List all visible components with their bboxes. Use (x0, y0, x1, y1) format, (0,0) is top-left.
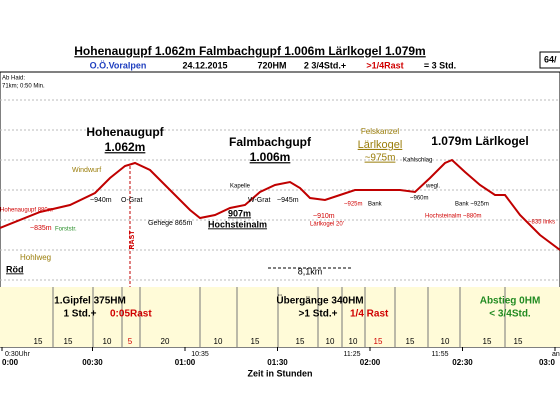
time-dividers (52, 287, 506, 347)
peak-name: 1.079m Lärlkogel (431, 134, 528, 148)
x-tick-label: 02:30 (452, 358, 473, 367)
place: wegl. (425, 184, 440, 190)
title: Hohenaugupf 1.062m Falmbachgupf 1.006m L… (74, 44, 425, 58)
peak-name: Felskanzel (361, 127, 399, 136)
clock: 11:55 (432, 351, 449, 358)
segment-minutes: 10 (214, 337, 223, 346)
clock: an (552, 351, 560, 358)
peak-sub: Lärlkogel (358, 139, 403, 151)
place: ~960m (410, 196, 429, 202)
start-note: 71km; 0:50 Min. (2, 84, 45, 90)
clock: 11:25 (344, 351, 361, 358)
place: Bank ~925m (455, 202, 489, 208)
place: Kahlschlag (403, 158, 432, 164)
segment-minutes: 10 (103, 337, 112, 346)
segment-minutes: 5 (128, 337, 133, 346)
rest: >1/4Rast (366, 60, 403, 70)
place: Bank (368, 202, 383, 208)
page-box (539, 51, 560, 69)
place: 907m (228, 208, 251, 218)
start-note: Ab Haid: (2, 76, 25, 82)
region: O.Ö.Voralpen (90, 60, 147, 70)
segment-minutes: 15 (251, 337, 260, 346)
place: Hochsteinalm (208, 219, 267, 229)
segment-minutes: 10 (441, 337, 450, 346)
page-number: 64/ (544, 54, 557, 64)
date: 24.12.2015 (182, 60, 227, 70)
section-title: Übergänge 340HM (276, 294, 363, 307)
place: W-Grat (248, 197, 270, 204)
peak-height: 1.006m (250, 150, 291, 164)
place: ~940m (90, 197, 112, 204)
peak-height: ~975m (365, 153, 396, 164)
section-title: 1.Gipfel 375HM (54, 296, 126, 307)
place: RAST (129, 230, 136, 250)
section-time: < 3/4Std. (489, 309, 531, 320)
section-time: >1 Std.+ (299, 309, 338, 320)
segment-minutes: 15 (374, 337, 383, 346)
ascent: 720HM (257, 60, 286, 70)
segment-minutes: 15 (406, 337, 415, 346)
section-title: Abstieg 0HM (480, 296, 541, 307)
place: Windwurf (72, 167, 101, 174)
section-rest: 0:05Rast (110, 309, 152, 320)
peak-height: 1.062m (105, 140, 146, 154)
peak-name: Falmbachgupf (229, 135, 312, 149)
place: Hochsteinalm ~880m (425, 214, 482, 220)
peak-name: Hohenaugupf (86, 125, 164, 139)
x-tick-label: 00:30 (82, 358, 103, 367)
x-tick-label: 01:00 (175, 358, 196, 367)
elevation-profile (0, 158, 560, 251)
clock: 10:35 (191, 351, 209, 358)
segment-minutes: 15 (514, 337, 523, 346)
segment-minutes: 20 (161, 337, 170, 346)
x-tick-label: 02:00 (360, 358, 381, 367)
section-rest: 1/4 Rast (350, 309, 389, 320)
place: Röd (6, 264, 24, 274)
x-axis-title: Zeit in Stunden (248, 368, 313, 378)
clock: 0:30Uhr (5, 351, 31, 358)
segment-minutes: 15 (64, 337, 73, 346)
segment-minutes: 15 (483, 337, 492, 346)
place: ~925m (344, 202, 363, 208)
place: Kapelle (230, 184, 251, 190)
place: Lärlkogel 20' (310, 222, 344, 228)
segment-minutes: 15 (34, 337, 43, 346)
distance: 8,1km (298, 266, 323, 276)
segment-minutes: 15 (296, 337, 305, 346)
place: Forststr. (55, 227, 77, 233)
x-tick-label: 0:00 (2, 358, 19, 367)
place: ~910m (313, 213, 335, 220)
section-time: 1 Std.+ (63, 309, 96, 320)
place: Hohlweg (20, 253, 51, 262)
x-tick-label: 03:0 (539, 358, 556, 367)
segment-minutes: 10 (349, 337, 358, 346)
place: Gehege 865m (148, 220, 193, 227)
place: ~835 links (528, 220, 555, 226)
segment-minutes: 10 (326, 337, 335, 346)
grid (0, 99, 560, 281)
x-tick-label: 01:30 (267, 358, 288, 367)
place: O-Grat (121, 197, 142, 204)
place: Hohenaugupf 880m (0, 208, 53, 214)
place: ~945m (277, 197, 299, 204)
place: ~835m (30, 225, 52, 232)
walk: 2 3/4Std.+ (304, 60, 346, 70)
total: = 3 Std. (424, 60, 456, 70)
